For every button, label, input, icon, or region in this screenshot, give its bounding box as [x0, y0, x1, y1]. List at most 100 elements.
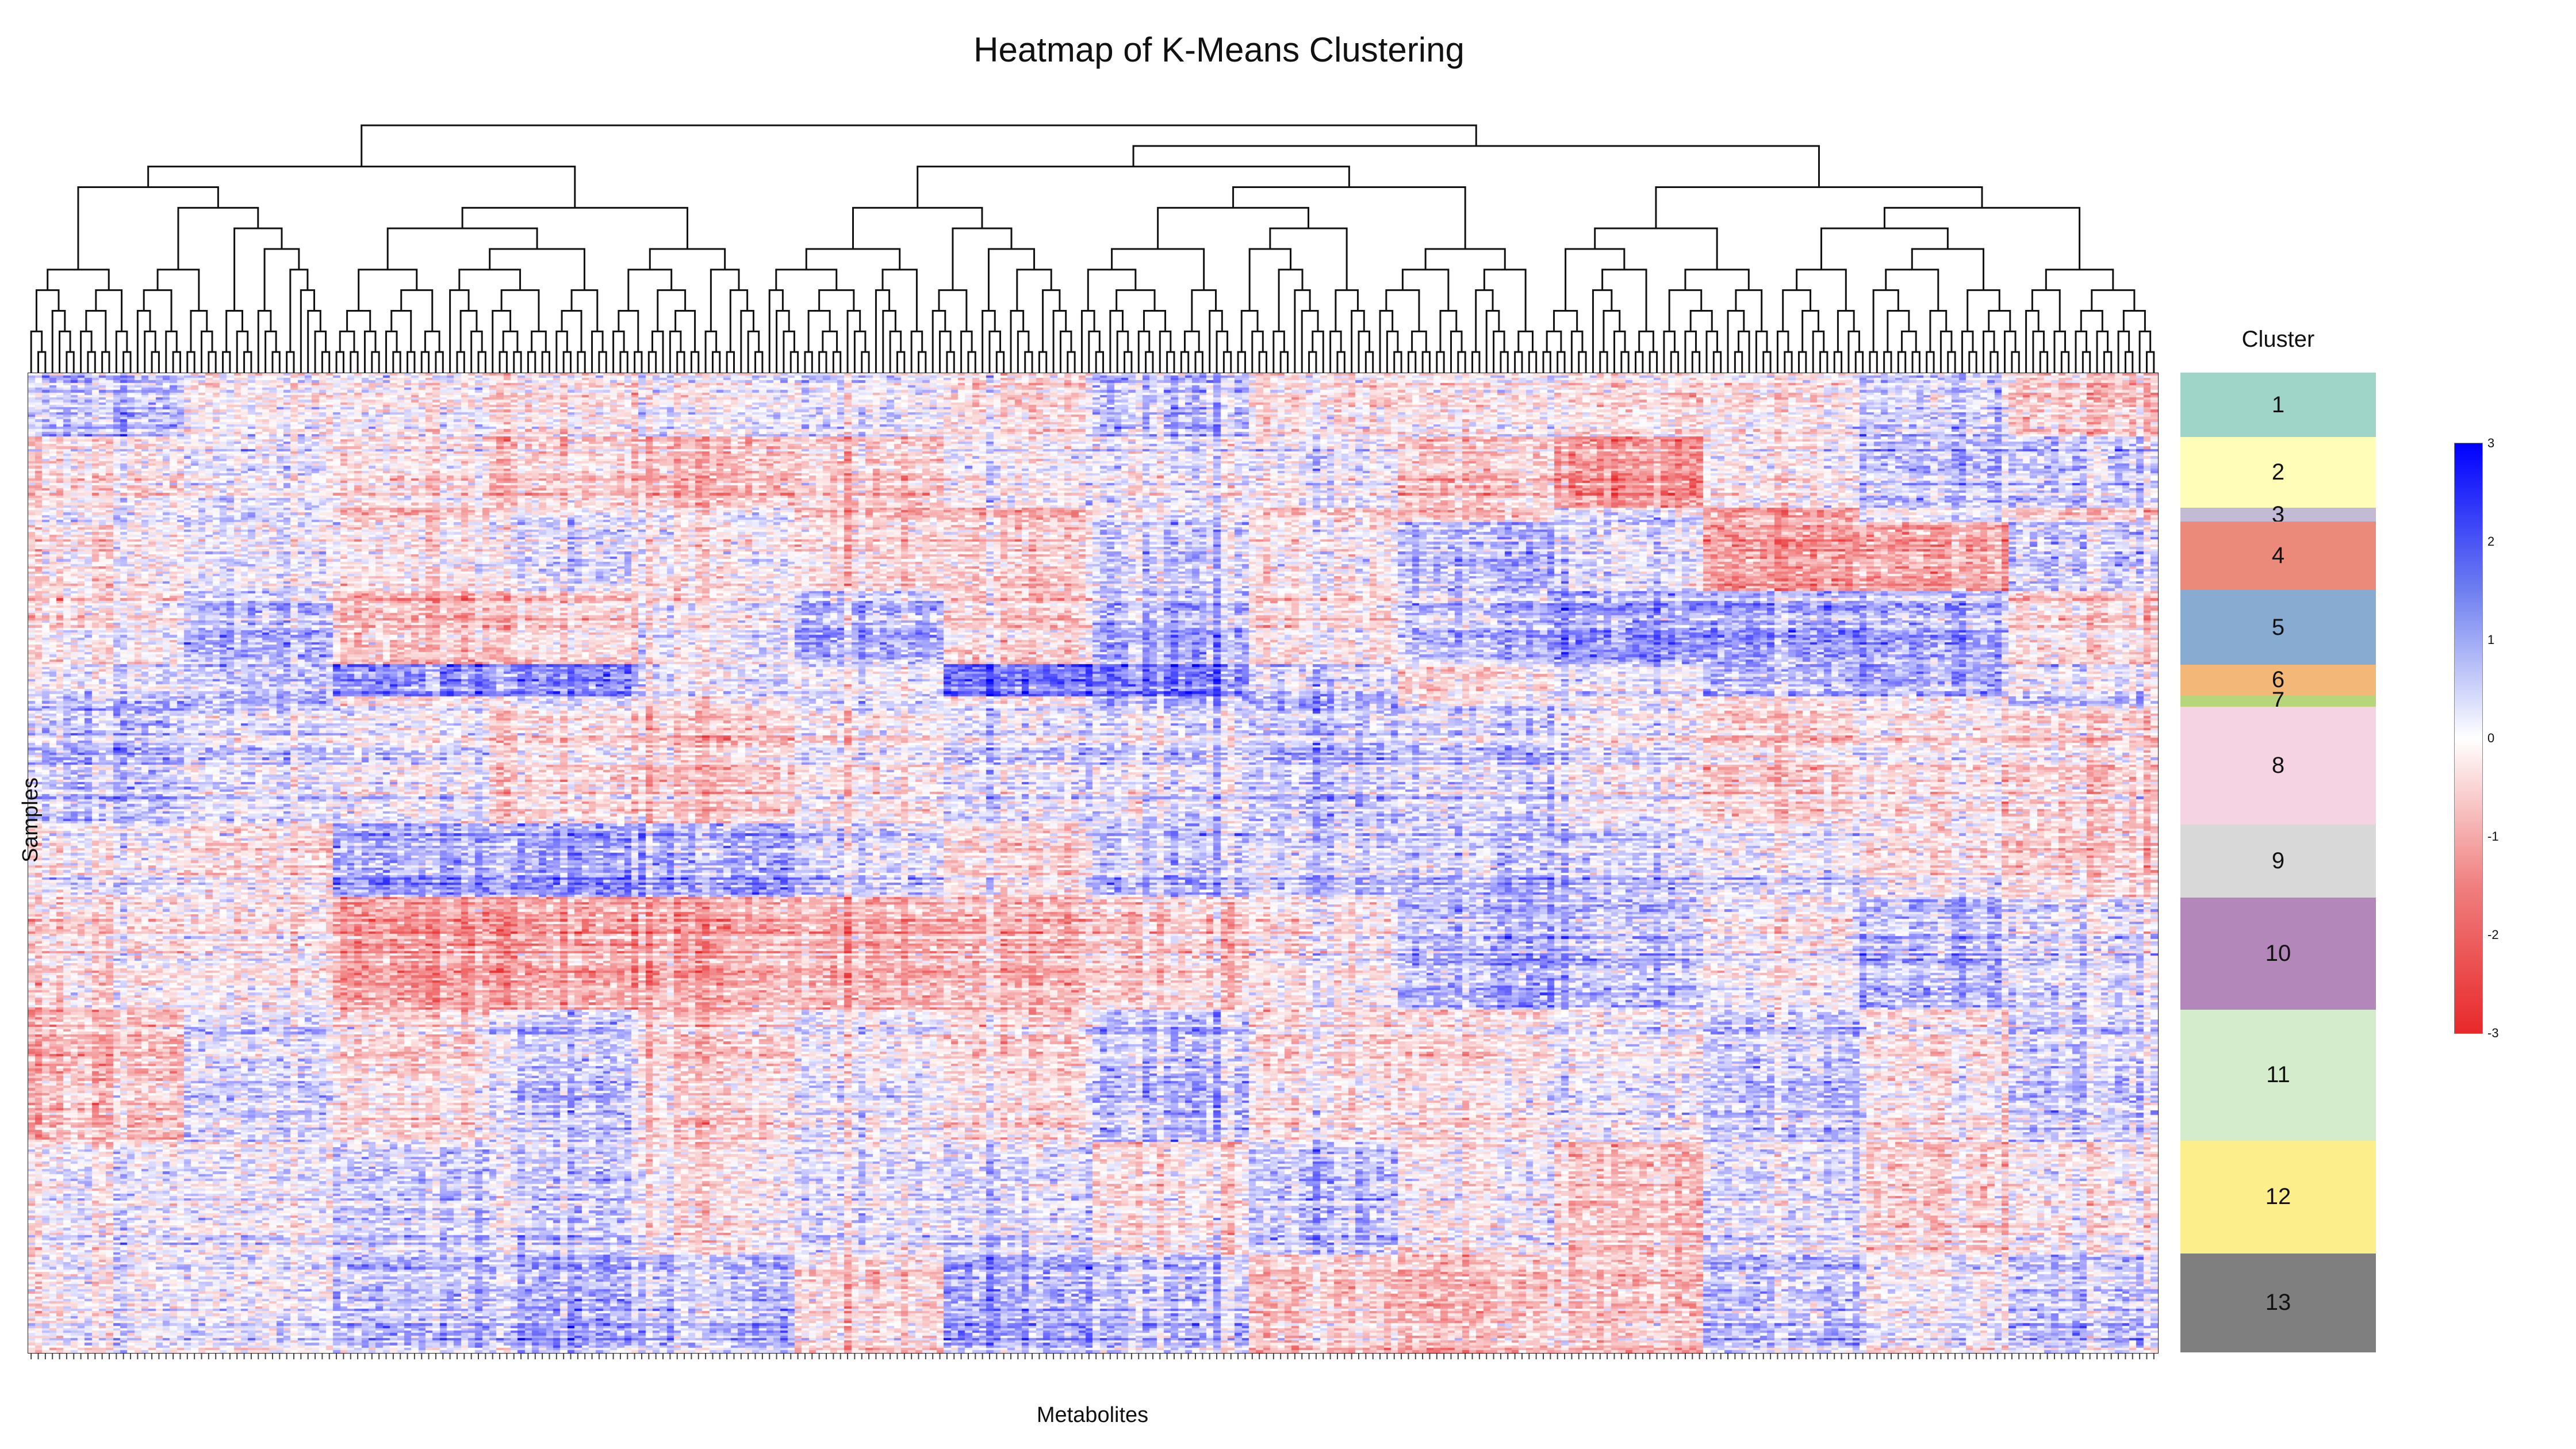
dendrogram-branch	[754, 351, 764, 373]
dendrogram-branch	[1483, 269, 1527, 332]
dendrogram-branch	[1801, 310, 1819, 352]
dendrogram-branch	[1364, 351, 1374, 373]
dendrogram-branch	[1109, 310, 1124, 373]
colorbar-tick-label: -2	[2487, 927, 2499, 942]
dendrogram-branch	[1358, 330, 1371, 373]
dendrogram-branch	[263, 248, 300, 311]
dendrogram-branch	[918, 351, 927, 373]
dendrogram-branch	[1024, 351, 1033, 373]
dendrogram-branch	[59, 330, 71, 373]
dendrogram-branch	[1837, 310, 1855, 352]
dendrogram-branch	[1635, 351, 1644, 373]
dendrogram-branch	[2031, 289, 2061, 332]
dendrogram-branch	[1947, 351, 1956, 373]
dendrogram-branch	[711, 351, 721, 373]
dendrogram-branch	[1820, 227, 1949, 270]
dendrogram-branch	[612, 330, 625, 373]
dendrogram-branch	[1514, 351, 1523, 373]
colorbar-tick-label: -1	[2487, 829, 2499, 844]
dendrogram-branch	[1436, 351, 1445, 373]
dendrogram-branch	[619, 351, 628, 373]
dendrogram-branch	[1457, 351, 1466, 373]
dendrogram-branch	[704, 330, 718, 373]
dendrogram-branch	[1546, 330, 1562, 352]
dendrogram-branch	[527, 351, 536, 373]
dendrogram-branch	[1883, 351, 1892, 373]
dendrogram-branch	[424, 330, 440, 352]
dendrogram-branch	[1594, 227, 1718, 270]
colorbar-tick-label: 0	[2487, 731, 2495, 745]
chart-title: Heatmap of K-Means Clustering	[973, 30, 1465, 69]
cluster-block-2: 2	[2180, 437, 2376, 508]
dendrogram-branch	[982, 310, 996, 373]
dendrogram-branch	[952, 227, 1013, 290]
dendrogram-branch	[358, 269, 418, 311]
dendrogram-branch	[931, 310, 946, 373]
dendrogram-branch	[896, 351, 906, 373]
dendrogram-branch	[676, 351, 685, 373]
dendrogram-branch	[200, 330, 213, 373]
dendrogram-branch	[1517, 330, 1534, 352]
cluster-annotation-bar: 1 2 3 4 5 6 7 8 9 10 11 12 13	[2180, 373, 2376, 1352]
dendrogram-branch	[1812, 330, 1825, 373]
cluster-label: 2	[2271, 459, 2285, 485]
dendrogram-branch	[1735, 289, 1763, 332]
dendrogram-branch	[35, 289, 60, 332]
dendrogram-branch	[1601, 269, 1647, 332]
dendrogram-branch	[186, 351, 195, 373]
x-tick-marks	[30, 1354, 2155, 1359]
dendrogram-branch	[1017, 330, 1030, 373]
dendrogram-branch	[264, 330, 277, 373]
cluster-block-12: 12	[2180, 1140, 2376, 1254]
dendrogram-branch	[1351, 310, 1365, 373]
dendrogram-branch	[669, 330, 682, 373]
dendrogram-branch	[257, 310, 272, 373]
dendrogram-branch	[1565, 248, 1626, 311]
dendrogram-branch	[818, 351, 827, 373]
dendrogram-branch	[1143, 310, 1167, 332]
dendrogram-branch	[882, 310, 896, 373]
dendrogram-branch	[1132, 145, 1820, 187]
dendrogram-branch	[768, 289, 784, 373]
dendrogram-branch	[1116, 330, 1129, 373]
cluster-label: 1	[2271, 392, 2285, 417]
dendrogram-branch	[87, 351, 96, 373]
cluster-label: 6	[2271, 666, 2285, 692]
dendrogram-branch	[1336, 351, 1346, 373]
cluster-label: 11	[2266, 1062, 2290, 1088]
dendrogram-branch	[1570, 330, 1584, 373]
dendrogram-branch	[1493, 330, 1505, 373]
dendrogram-branch	[1042, 289, 1061, 352]
dendrogram-branch	[350, 351, 359, 373]
dendrogram-branch	[2039, 351, 2049, 373]
colorbar	[2454, 443, 2483, 1034]
dendrogram-branch	[541, 351, 550, 373]
dendrogram-branch	[392, 351, 401, 373]
dendrogram-branch	[1116, 289, 1156, 311]
dendrogram-branch	[807, 310, 831, 352]
dendrogram-branch	[233, 227, 283, 311]
dendrogram-branch	[499, 351, 508, 373]
dendrogram-branch	[489, 248, 585, 290]
dendrogram-branch	[1052, 310, 1067, 373]
dendrogram-branch	[747, 330, 760, 373]
colorbar-tick-label: 2	[2487, 534, 2495, 549]
cluster-block-11: 11	[2180, 1009, 2376, 1141]
dendrogram-branch	[2096, 330, 2109, 373]
dendrogram-branch	[1401, 269, 1450, 311]
dendrogram-branch	[1911, 351, 1920, 373]
dendrogram-branch	[1869, 351, 1878, 373]
dendrogram-branch	[101, 351, 110, 373]
dendrogram-branch	[726, 351, 735, 373]
dendrogram-branch	[151, 351, 160, 373]
dendrogram-branch	[1485, 310, 1500, 373]
dendrogram-branch	[1689, 310, 1713, 332]
dendrogram-branch	[1578, 351, 1587, 373]
dendrogram-branch	[1240, 310, 1259, 352]
dendrogram-branch	[1145, 351, 1154, 373]
dendrogram-branch	[783, 330, 795, 373]
dendrogram-branch	[1194, 351, 1203, 373]
dendrogram-branch	[1329, 330, 1342, 373]
dendrogram-branch	[618, 310, 639, 352]
dendrogram-branch	[1668, 289, 1703, 332]
